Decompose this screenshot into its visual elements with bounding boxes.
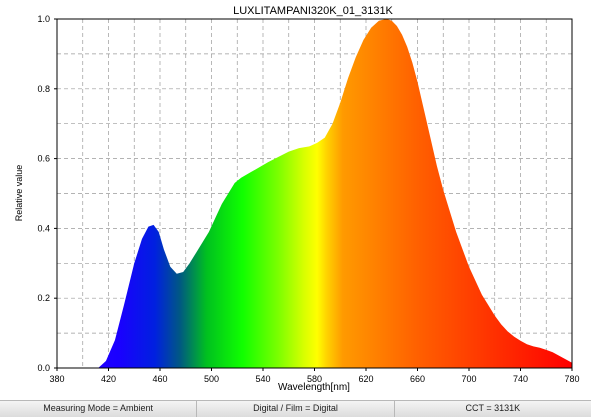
x-tick-label: 380 — [49, 374, 64, 384]
x-tick-label: 780 — [564, 374, 579, 384]
x-tick-label: 420 — [101, 374, 116, 384]
y-tick-label: 0.4 — [37, 223, 50, 233]
x-tick-label: 460 — [152, 374, 167, 384]
y-tick-label: 0.0 — [37, 363, 50, 373]
cct-status: CCT = 3131K — [465, 403, 521, 413]
axis-ticks: 380 420 460 500 540 580 620 660 700 740 780 0.0 0.2 0… — [37, 14, 579, 384]
spectrum-chart: LUXLITAMPANI320K_01_3131K 380 420 460 500 54… — [14, 5, 580, 393]
y-axis-label: Relative value — [14, 165, 24, 222]
x-tick-label: 660 — [410, 374, 425, 384]
spectrum-area — [57, 19, 572, 368]
x-tick-label: 740 — [513, 374, 528, 384]
y-tick-label: 1.0 — [37, 14, 50, 24]
x-tick-label: 500 — [204, 374, 219, 384]
digital-film-status: Digital / Film = Digital — [197, 401, 395, 417]
y-tick-label: 0.6 — [37, 154, 50, 164]
x-axis-label: Wavelength[nm] — [278, 382, 350, 393]
y-tick-label: 0.2 — [37, 293, 50, 303]
y-tick-label: 0.8 — [37, 84, 50, 94]
x-tick-label: 700 — [461, 374, 476, 384]
status-bar: Measuring Mode = Ambient Digital / Film … — [0, 400, 591, 417]
x-tick-label: 540 — [255, 374, 270, 384]
chart-title: LUXLITAMPANI320K_01_3131K — [233, 5, 393, 17]
measuring-mode-status: Measuring Mode = Ambient — [0, 401, 198, 417]
x-tick-label: 620 — [358, 374, 373, 384]
x-tick-label: 580 — [307, 374, 322, 384]
